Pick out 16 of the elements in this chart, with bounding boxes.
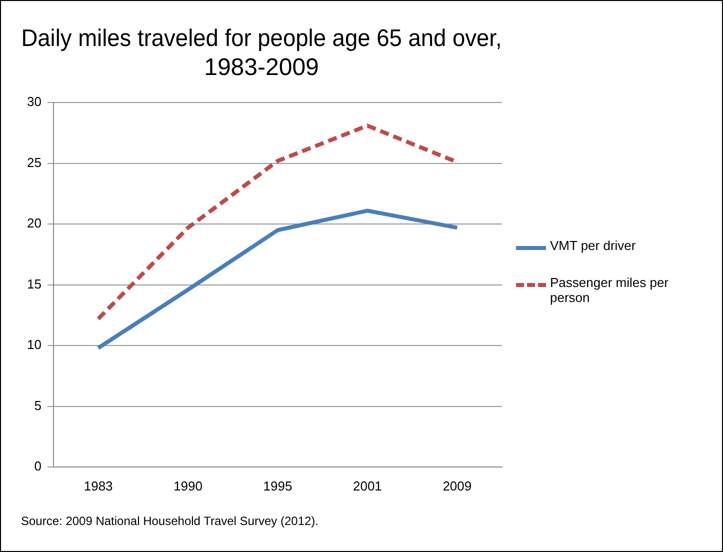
legend-label: Passenger miles per person <box>550 275 670 305</box>
x-tick-label: 1995 <box>263 478 292 494</box>
y-tick-label: 30 <box>26 94 42 110</box>
chart-title: Daily miles traveled for people age 65 and over, 1983-2009 <box>21 24 502 81</box>
x-tick-label: 2001 <box>352 478 382 494</box>
x-tick-label: 1983 <box>84 478 113 494</box>
y-tick-label: 5 <box>34 398 42 413</box>
y-tick-label: 20 <box>26 216 42 231</box>
y-tick-label: 15 <box>26 276 42 292</box>
y-tick-label: 0 <box>34 458 42 474</box>
x-tick-label: 1990 <box>174 478 202 494</box>
x-tick-label: 2009 <box>442 478 472 494</box>
source-note: Source: 2009 National Household Travel Survey (2012). <box>21 514 319 528</box>
y-tick-label: 10 <box>26 337 42 352</box>
y-tick-label: 25 <box>26 154 42 170</box>
legend-label: VMT per driver <box>550 238 636 253</box>
